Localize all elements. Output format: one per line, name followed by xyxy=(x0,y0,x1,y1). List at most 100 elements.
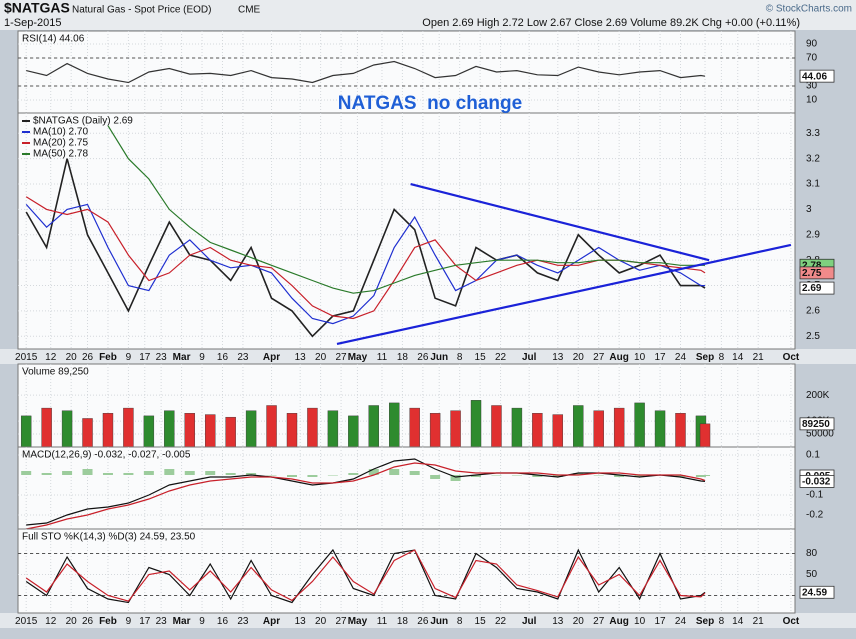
panel-label: RSI(14) 44.06 xyxy=(22,34,85,45)
volume-bar xyxy=(286,413,298,447)
symbol: $NATGAS xyxy=(4,0,70,16)
series-line xyxy=(26,60,706,84)
x-tick-label: Oct xyxy=(783,352,800,363)
value-marker-label: -0.032 xyxy=(802,477,831,488)
histogram-bar xyxy=(286,475,297,477)
x-tick-label: 8 xyxy=(457,352,463,363)
panel-label: MACD(12,26,9) -0.032, -0.027, -0.005 xyxy=(22,450,191,461)
histogram-bar xyxy=(614,475,625,477)
volume-bar xyxy=(470,400,482,447)
value-marker-box xyxy=(799,474,835,488)
y-tick-label: -0.2 xyxy=(806,510,824,521)
x-tick-label: 14 xyxy=(732,352,744,363)
x-tick-label: Feb xyxy=(99,352,117,363)
value-marker-box xyxy=(799,585,835,599)
volume-bar xyxy=(389,402,400,447)
histogram-bar xyxy=(532,475,543,477)
x-tick-label: 27 xyxy=(593,352,605,363)
value-marker-box xyxy=(799,417,835,431)
annotation: NATGAS no change xyxy=(338,93,522,114)
x-tick-label: 14 xyxy=(732,616,744,627)
histogram-bar xyxy=(307,475,318,477)
histogram-bar xyxy=(430,475,441,479)
x-tick-label: 20 xyxy=(66,352,78,363)
quote: Open 2.69 High 2.72 Low 2.67 Close 2.69 … xyxy=(422,17,800,29)
x-tick-label: 17 xyxy=(654,616,666,627)
series-line xyxy=(25,549,706,602)
legend-label: MA(20) 2.75 xyxy=(33,138,88,149)
legend-label: MA(50) 2.78 xyxy=(33,149,88,160)
histogram-bar xyxy=(675,475,686,477)
histogram-bar xyxy=(634,475,645,477)
histogram-bar xyxy=(62,471,73,475)
x-tick-label: 17 xyxy=(139,352,151,363)
x-tick-label: 27 xyxy=(593,616,605,627)
x-tick-label: 2015 xyxy=(15,352,38,363)
exchange: CME xyxy=(238,5,261,16)
histogram-bar xyxy=(82,469,93,475)
histogram-bar xyxy=(164,469,175,475)
x-tick-label: Mar xyxy=(173,616,191,627)
x-tick-label: 13 xyxy=(295,616,307,627)
histogram-bar xyxy=(348,473,359,475)
trendline xyxy=(410,182,710,262)
x-tick-label: 26 xyxy=(417,352,429,363)
x-tick-label: 16 xyxy=(217,352,229,363)
x-tick-label: 2015 xyxy=(15,616,38,627)
x-tick-label: Apr xyxy=(263,616,280,627)
panel-label: Volume 89,250 xyxy=(22,367,89,378)
value-marker-label: 2.69 xyxy=(802,283,822,294)
x-tick-label: 21 xyxy=(753,616,765,627)
x-tick-label: 20 xyxy=(66,616,78,627)
volume-bar xyxy=(699,423,711,447)
panel xyxy=(18,447,795,529)
x-tick-label: 9 xyxy=(199,352,205,363)
volume-bar xyxy=(429,413,441,447)
x-tick-label: 10 xyxy=(634,616,646,627)
x-tick-label: Sep xyxy=(696,616,714,627)
x-tick-label: 11 xyxy=(377,352,388,363)
header-bg xyxy=(0,0,856,30)
volume-bar xyxy=(20,415,32,447)
volume-bar xyxy=(143,415,155,447)
histogram-bar xyxy=(184,471,195,475)
y-tick-label: 200K xyxy=(806,390,830,401)
x-tick-label: 8 xyxy=(719,352,725,363)
volume-bar xyxy=(184,413,195,447)
volume-bar xyxy=(654,410,666,447)
x-tick-label: 13 xyxy=(552,352,564,363)
x-tick-label: Jun xyxy=(430,352,448,363)
y-tick-label: 90 xyxy=(806,39,818,50)
y-tick-label: 2.9 xyxy=(806,229,820,240)
x-tick-label: 8 xyxy=(719,616,725,627)
histogram-bar xyxy=(573,473,584,475)
x-tick-label: 8 xyxy=(457,616,463,627)
volume-bar xyxy=(327,410,339,447)
histogram-bar xyxy=(409,471,420,475)
volume-bar xyxy=(266,405,277,447)
volume-bar xyxy=(123,407,134,447)
volume-bar xyxy=(82,418,93,447)
y-tick-label: 3.3 xyxy=(806,128,820,139)
credit: © StockCharts.com xyxy=(766,4,852,15)
y-tick-label: 3.1 xyxy=(806,179,820,190)
volume-bar xyxy=(409,407,420,447)
x-tick-label: 26 xyxy=(417,616,429,627)
y-tick-label: 2.6 xyxy=(806,306,820,317)
volume-bar xyxy=(61,410,73,447)
x-tick-label: Apr xyxy=(263,352,280,363)
histogram-bar xyxy=(21,471,32,475)
x-tick-label: Sep xyxy=(696,352,714,363)
histogram-bar xyxy=(593,475,604,476)
panel-label: Full STO %K(14,3) %D(3) 24.59, 23.50 xyxy=(22,532,196,543)
x-tick-label: 24 xyxy=(675,616,687,627)
x-tick-label: 13 xyxy=(295,352,307,363)
y-tick-label: 70 xyxy=(806,53,818,64)
value-marker-label: 2.78 xyxy=(802,260,822,271)
volume-bar xyxy=(205,414,216,447)
histogram-bar xyxy=(471,475,482,477)
x-tick-label: Jul xyxy=(522,352,537,363)
x-tick-label: May xyxy=(348,616,368,627)
